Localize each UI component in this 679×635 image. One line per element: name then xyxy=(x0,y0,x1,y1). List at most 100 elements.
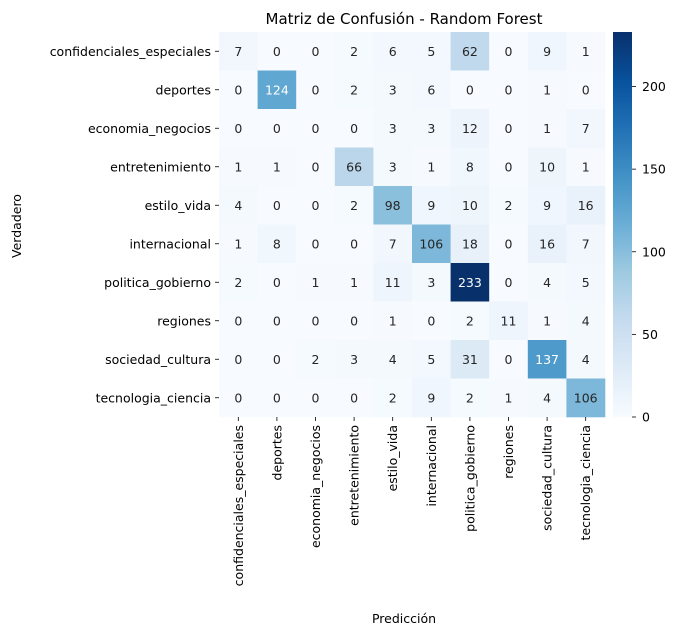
cell-value-label: 1 xyxy=(273,159,281,174)
heatmap-cell xyxy=(527,186,567,225)
colorbar-tick-label: 100 xyxy=(642,244,666,259)
cell-value-label: 233 xyxy=(458,275,482,290)
cell-value-label: 18 xyxy=(462,236,478,251)
cell-value-label: 9 xyxy=(543,198,551,213)
heatmap-cell xyxy=(566,186,606,225)
x-tick-label: politica_gobierno xyxy=(462,425,477,532)
cell-value-label: 1 xyxy=(312,275,320,290)
heatmap-cell xyxy=(296,340,336,379)
x-tick-label: internacional xyxy=(424,425,439,507)
heatmap-cell xyxy=(527,263,567,302)
colorbar-ticks: 0 50 100 150 200 xyxy=(632,79,666,425)
cell-value-label: 7 xyxy=(234,44,242,59)
heatmap-cell xyxy=(219,301,258,341)
cell-value-label: 5 xyxy=(427,352,435,367)
y-tick-label: confidenciales_especiales xyxy=(50,44,211,59)
x-tick-label: estilo_vida xyxy=(385,425,400,491)
cell-value-label: 6 xyxy=(389,44,397,59)
heatmap-cell xyxy=(334,186,374,225)
cell-value-label: 66 xyxy=(346,159,362,174)
heatmap-cell xyxy=(412,32,451,71)
heatmap-cell xyxy=(334,70,374,110)
heatmap-cell xyxy=(489,186,529,225)
heatmap-cell xyxy=(489,147,529,187)
heatmap-cell xyxy=(334,340,374,379)
heatmap-cell xyxy=(489,32,529,71)
heatmap-cell xyxy=(489,263,529,302)
cell-value-label: 0 xyxy=(234,313,242,328)
x-tick-label: sociedad_cultura xyxy=(540,425,555,531)
heatmap-cell xyxy=(566,70,606,110)
cell-value-label: 7 xyxy=(582,121,590,136)
x-tick-label: regiones xyxy=(501,425,516,479)
cell-value-label: 106 xyxy=(574,390,598,405)
heatmap-cell xyxy=(450,70,490,110)
cell-value-label: 2 xyxy=(466,313,474,328)
cell-value-label: 1 xyxy=(234,159,242,174)
cell-value-label: 12 xyxy=(462,121,478,136)
heatmap-cell xyxy=(450,263,490,302)
heatmap-cell xyxy=(566,378,606,418)
heatmap-cell xyxy=(334,263,374,302)
cell-value-label: 0 xyxy=(273,313,281,328)
heatmap-cell xyxy=(219,340,258,379)
cell-value-label: 7 xyxy=(582,236,590,251)
cell-value-label: 0 xyxy=(312,159,320,174)
heatmap-cell xyxy=(527,378,567,418)
heatmap-cell xyxy=(450,186,490,225)
cell-value-label: 2 xyxy=(466,390,474,405)
cell-value-label: 0 xyxy=(312,390,320,405)
heatmap-cell xyxy=(219,186,258,225)
cell-value-label: 3 xyxy=(389,121,397,136)
heatmap-cell xyxy=(257,378,297,418)
heatmap-cell xyxy=(373,301,413,341)
cell-value-label: 0 xyxy=(427,313,435,328)
cell-value-label: 2 xyxy=(350,44,358,59)
cell-value-label: 9 xyxy=(543,44,551,59)
y-tick-label: internacional xyxy=(129,236,211,251)
colorbar-tick-label: 200 xyxy=(642,79,666,94)
cell-value-label: 0 xyxy=(312,313,320,328)
cell-value-label: 1 xyxy=(427,159,435,174)
colorbar-tick-label: 0 xyxy=(642,410,650,425)
heatmap-cell xyxy=(527,301,567,341)
cell-value-label: 4 xyxy=(543,390,551,405)
cell-value-label: 0 xyxy=(350,390,358,405)
heatmap-cell xyxy=(527,224,567,264)
cell-value-label: 4 xyxy=(582,313,590,328)
cell-value-label: 1 xyxy=(234,236,242,251)
heatmap-cell xyxy=(450,378,490,418)
cell-value-label: 4 xyxy=(582,352,590,367)
x-tick-label: economia_negocios xyxy=(308,425,323,548)
colorbar-tick-label: 50 xyxy=(642,327,658,342)
heatmap-cell xyxy=(219,147,258,187)
cell-value-label: 0 xyxy=(234,121,242,136)
cell-value-label: 1 xyxy=(543,82,551,97)
heatmap-cell xyxy=(450,340,490,379)
cell-value-label: 0 xyxy=(350,236,358,251)
cell-value-label: 1 xyxy=(389,313,397,328)
cell-value-label: 0 xyxy=(273,275,281,290)
heatmap-cell xyxy=(527,109,567,148)
cell-value-label: 0 xyxy=(505,236,513,251)
cell-value-label: 1 xyxy=(582,159,590,174)
heatmap-cell xyxy=(412,147,451,187)
cell-value-label: 2 xyxy=(389,390,397,405)
cell-value-label: 0 xyxy=(234,82,242,97)
cell-value-label: 31 xyxy=(462,352,478,367)
y-tick-label: regiones xyxy=(157,313,211,328)
cell-value-label: 0 xyxy=(273,198,281,213)
heatmap-cell xyxy=(257,186,297,225)
cell-value-label: 2 xyxy=(505,198,513,213)
cell-value-label: 0 xyxy=(273,352,281,367)
heatmap-cell xyxy=(257,301,297,341)
cell-value-label: 0 xyxy=(350,121,358,136)
heatmap-cell xyxy=(412,70,451,110)
y-tick-label: deportes xyxy=(156,82,211,97)
cell-value-label: 0 xyxy=(312,236,320,251)
heatmap-cell xyxy=(412,263,451,302)
cell-value-label: 0 xyxy=(582,82,590,97)
cell-value-label: 5 xyxy=(427,44,435,59)
cell-value-label: 3 xyxy=(427,121,435,136)
cell-value-label: 0 xyxy=(234,390,242,405)
